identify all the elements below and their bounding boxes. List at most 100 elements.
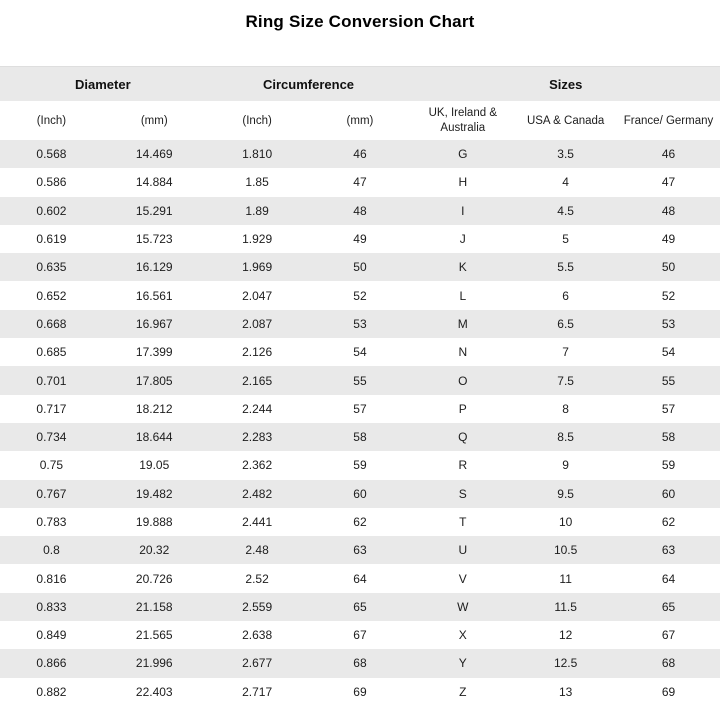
- table-cell: 10: [558, 515, 573, 529]
- table-row: 0.635 16.129 1.969 50 K 5.5 50: [0, 253, 720, 282]
- table-head: Diameter Circumference Sizes (Inch) (mm)…: [0, 66, 720, 140]
- table-cell: 57: [661, 401, 676, 416]
- table-cell: 12.5: [514, 649, 618, 678]
- table-cell: 2.283: [205, 422, 309, 452]
- table-cell: K: [411, 253, 515, 282]
- table-cell: 65: [308, 592, 412, 622]
- table-row: 0.882 22.403 2.717 69 Z 13 69: [0, 678, 720, 706]
- table-cell: 21.996: [102, 649, 206, 678]
- table-cell: G: [411, 140, 515, 169]
- table-cell: 16.129: [102, 253, 206, 282]
- table-row: 0.816 20.726 2.52 64 V 11 64: [0, 564, 720, 592]
- group-header-row: Diameter Circumference Sizes: [0, 66, 720, 101]
- table-cell: 19.482: [102, 479, 206, 508]
- page-title: Ring Size Conversion Chart: [245, 12, 475, 31]
- table-cell: 58: [308, 422, 412, 452]
- table-cell: Y: [411, 649, 515, 678]
- table-cell: 0.783: [36, 515, 67, 529]
- table-cell: 9.5: [514, 479, 618, 508]
- table-row: 0.602 15.291 1.89 48 I 4.5 48: [0, 196, 720, 225]
- table-cell: 46: [308, 140, 412, 169]
- table-cell: 13: [558, 684, 573, 699]
- table-row: 0.568 14.469 1.810 46 G 3.5 46: [0, 140, 720, 169]
- table-cell: J: [459, 232, 466, 247]
- table-cell: X: [458, 628, 467, 643]
- table-cell: 0.685: [36, 345, 67, 360]
- table-cell: 1.929: [242, 232, 273, 247]
- table-cell: 65: [617, 592, 720, 622]
- table-cell: 64: [353, 571, 367, 586]
- table-cell: 0.619: [36, 232, 67, 247]
- table-cell: 55: [617, 366, 720, 395]
- table-cell: 54: [661, 345, 676, 360]
- table-cell: 2.441: [242, 515, 273, 529]
- table-cell: 7.5: [514, 366, 618, 395]
- table-cell: 49: [661, 232, 676, 247]
- table-cell: 50: [617, 253, 720, 282]
- table-cell: 0.8: [0, 536, 103, 565]
- table-cell: 15.723: [135, 232, 173, 247]
- table-cell: 7: [562, 345, 569, 360]
- table-row: 0.619 15.723 1.929 49 J 5 49: [0, 225, 720, 253]
- table-cell: 2.717: [242, 684, 273, 699]
- table-cell: 0.701: [0, 366, 103, 395]
- table-cell: 1.89: [205, 196, 309, 225]
- table-row: 0.717 18.212 2.244 57 P 8 57: [0, 395, 720, 423]
- table-cell: 1.810: [205, 140, 309, 169]
- table-cell: 60: [308, 479, 412, 508]
- table-cell: 2.48: [205, 536, 309, 565]
- table-cell: 53: [308, 309, 412, 339]
- table-cell: S: [411, 479, 515, 508]
- table-cell: 8.5: [514, 422, 618, 452]
- table-cell: 64: [661, 571, 676, 586]
- table-cell: 0.717: [36, 401, 67, 416]
- table-cell: 19.05: [139, 458, 170, 473]
- table-cell: 68: [308, 649, 412, 678]
- table-cell: 62: [661, 515, 676, 529]
- table-cell: W: [411, 592, 515, 622]
- table-cell: 17.805: [102, 366, 206, 395]
- ring-size-conversion-table: Diameter Circumference Sizes (Inch) (mm)…: [0, 66, 720, 706]
- table-cell: 67: [353, 628, 367, 643]
- table-cell: 0.849: [36, 628, 67, 643]
- table-cell: 2.677: [205, 649, 309, 678]
- table-cell: 8: [562, 401, 569, 416]
- table-cell: 0.882: [36, 684, 67, 699]
- table-cell: 17.399: [135, 345, 173, 360]
- table-cell: 16.561: [135, 288, 173, 303]
- table-cell: P: [458, 401, 467, 416]
- table-cell: 22.403: [135, 684, 173, 699]
- table-cell: L: [459, 288, 467, 303]
- table-cell: 0.866: [0, 649, 103, 678]
- table-row: 0.833 21.158 2.559 65 W 11.5 65: [0, 592, 720, 622]
- table-cell: 6: [562, 288, 569, 303]
- table-cell: 18.644: [102, 422, 206, 452]
- table-cell: 48: [617, 196, 720, 225]
- table-cell: 2.244: [242, 401, 273, 416]
- table-cell: 68: [617, 649, 720, 678]
- table-cell: 50: [308, 253, 412, 282]
- table-cell: 14.469: [102, 140, 206, 169]
- table-cell: 0.767: [0, 479, 103, 508]
- table-cell: 9: [562, 458, 569, 473]
- table-cell: 2.482: [205, 479, 309, 508]
- table-cell: 15.291: [102, 196, 206, 225]
- table-cell: N: [458, 345, 468, 360]
- table-cell: 20.32: [102, 536, 206, 565]
- table-cell: 0.602: [0, 196, 103, 225]
- table-cell: 0.586: [36, 175, 67, 190]
- table-cell: 0.75: [39, 458, 64, 473]
- column-header-usa-canada: USA & Canada: [514, 101, 618, 140]
- table-cell: 53: [617, 309, 720, 339]
- group-header-diameter: Diameter: [0, 66, 206, 101]
- column-header-row: (Inch) (mm) (Inch) (mm) UK, Ireland & Au…: [0, 101, 720, 140]
- column-header-diameter-inch: (Inch): [0, 101, 103, 140]
- table-cell: 62: [353, 515, 367, 529]
- table-cell: 67: [661, 628, 676, 643]
- table-cell: 18.212: [135, 401, 173, 416]
- table-cell: 2.047: [242, 288, 273, 303]
- table-cell: 21.158: [102, 592, 206, 622]
- table-cell: 11.5: [514, 592, 618, 622]
- table-cell: 0.668: [0, 309, 103, 339]
